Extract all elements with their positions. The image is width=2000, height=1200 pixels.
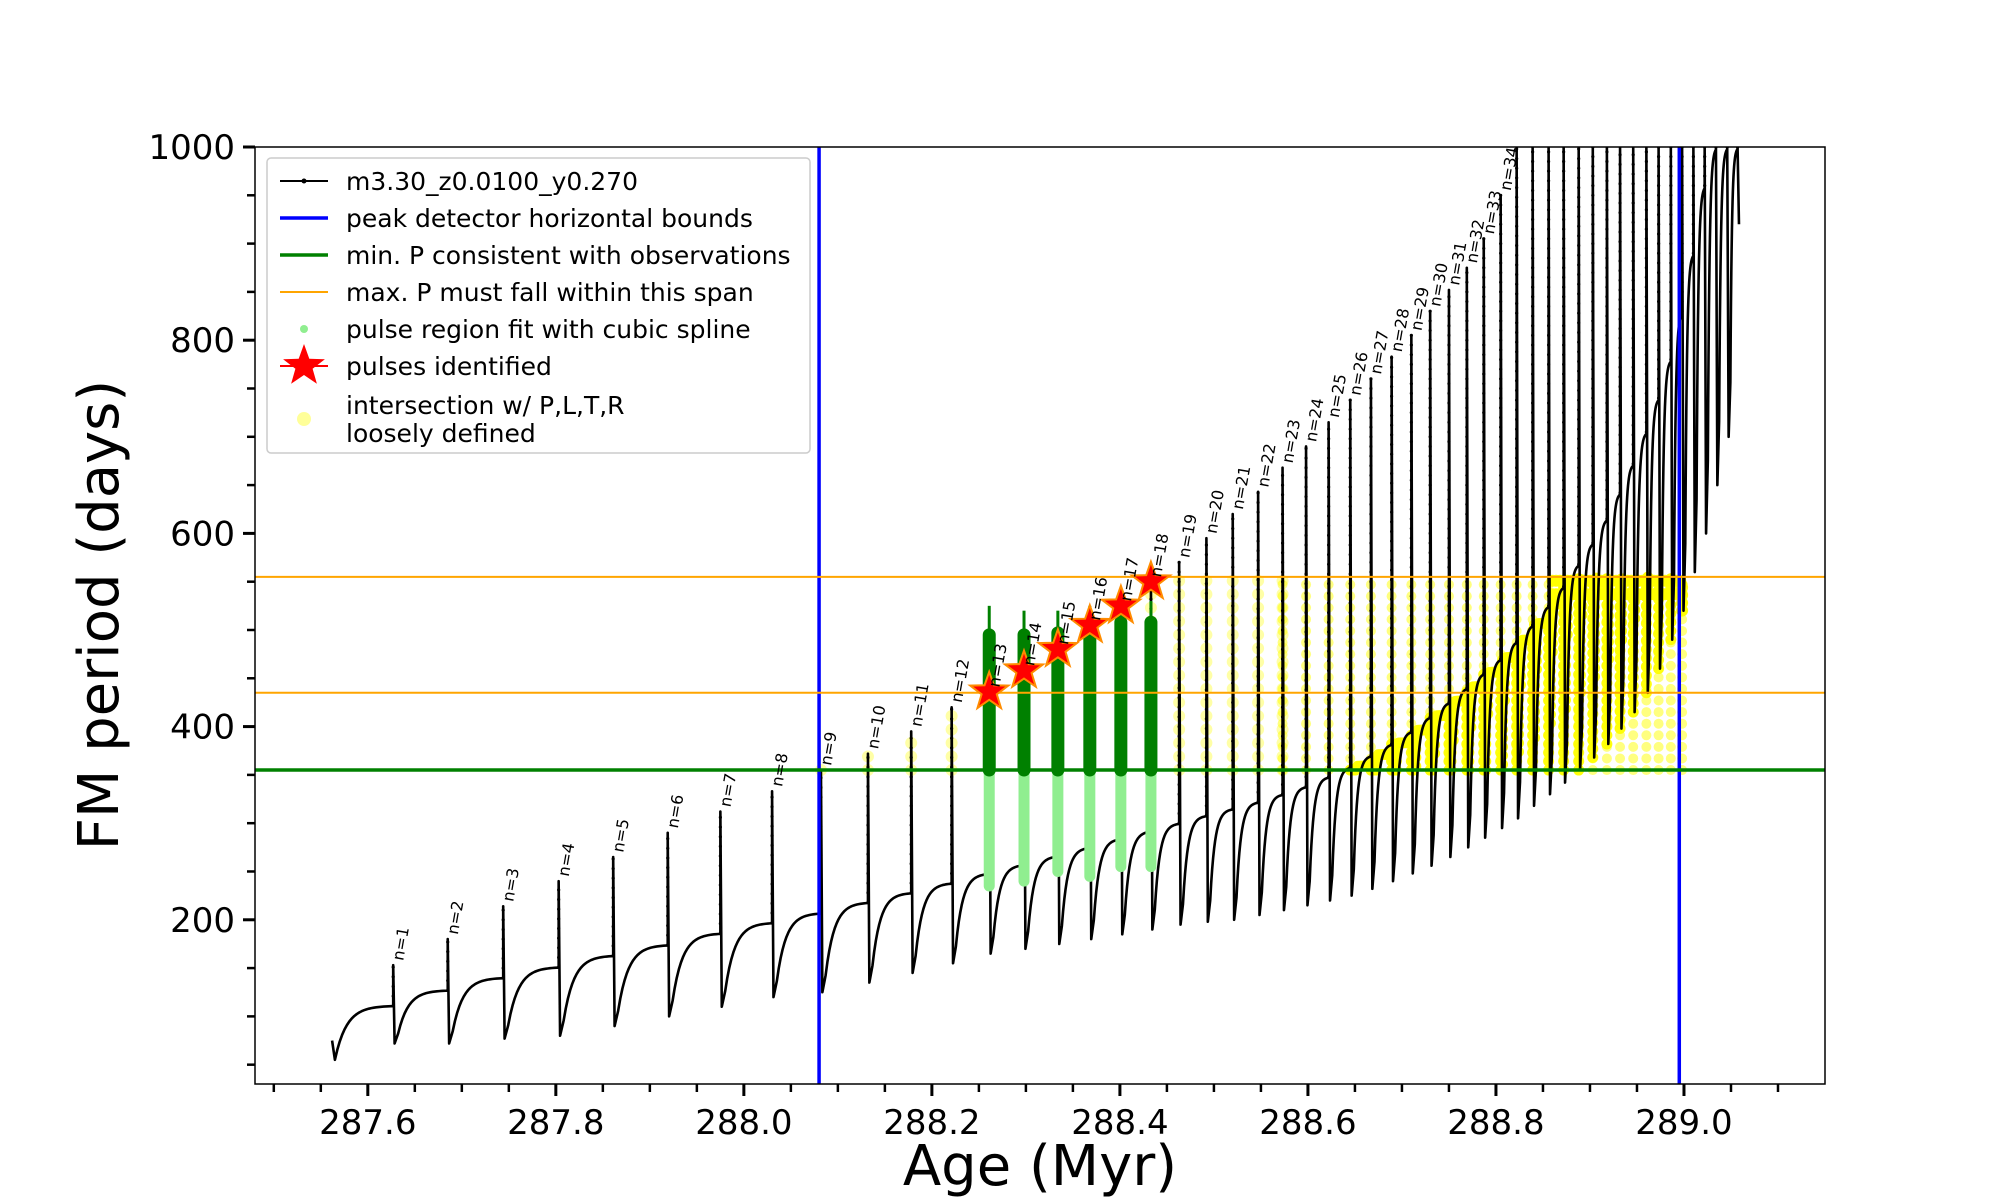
y-tick-label: 800 (170, 321, 235, 361)
intersection-point (1653, 672, 1664, 683)
intersection-point (1653, 718, 1664, 729)
intersection-point (1665, 672, 1676, 683)
intersection-point (1615, 741, 1626, 752)
intersection-point (1653, 695, 1664, 706)
intersection-point (1653, 660, 1664, 671)
intersection-point (1641, 753, 1652, 764)
intersection-point (1665, 753, 1676, 764)
intersection-point (1628, 741, 1639, 752)
intersection-point (1665, 649, 1676, 660)
plot-area: n=1n=2n=3n=4n=5n=6n=7n=8n=9 n=10 n=11n=12 n… (255, 145, 1825, 1084)
intersection-point (1665, 718, 1676, 729)
legend-label: intersection w/ P,L,T,R (346, 391, 625, 420)
intersection-point (1641, 718, 1652, 729)
intersection-point (1615, 730, 1626, 741)
intersection-point (1641, 741, 1652, 752)
intersection-point (1641, 730, 1652, 741)
intersection-point (1653, 753, 1664, 764)
legend-handle-spline (300, 325, 308, 333)
x-axis-title: Age (Myr) (903, 1134, 1177, 1199)
legend-handle-intersection (297, 412, 311, 426)
x-tick-label: 289.0 (1635, 1103, 1732, 1143)
intersection-point (1615, 753, 1626, 764)
intersection-point (1587, 741, 1598, 752)
legend-label: min. P consistent with observations (346, 241, 791, 270)
intersection-point (1653, 683, 1664, 694)
intersection-point (1641, 695, 1652, 706)
intersection-point (1653, 649, 1664, 660)
x-tick-label: 288.0 (695, 1103, 792, 1143)
model-track (330, 147, 1741, 1062)
intersection-point (1665, 637, 1676, 648)
legend-label: m3.30_z0.0100_y0.270 (346, 167, 638, 196)
intersection-point (1665, 614, 1676, 625)
legend-label: pulses identified (346, 352, 552, 381)
intersection-point (1628, 718, 1639, 729)
y-tick-label: 400 (170, 708, 235, 748)
intersection-point (1628, 695, 1639, 706)
intersection-point (1587, 753, 1598, 764)
intersection-point (1665, 695, 1676, 706)
intersection-point (1573, 753, 1584, 764)
plot-marks (255, 147, 1825, 1084)
intersection-point (1665, 730, 1676, 741)
y-tick-label: 600 (170, 514, 235, 554)
intersection-point (1628, 707, 1639, 718)
intersection-point (1641, 707, 1652, 718)
y-tick-label: 1000 (148, 128, 235, 168)
intersection-point (1665, 741, 1676, 752)
x-tick-label: 288.6 (1259, 1103, 1356, 1143)
intersection-point (1665, 625, 1676, 636)
legend-label-line2: loosely defined (346, 419, 536, 448)
intersection-point (1653, 741, 1664, 752)
x-tick-label: 287.8 (507, 1103, 604, 1143)
intersection-point (1665, 683, 1676, 694)
intersection-point (1615, 707, 1626, 718)
intersection-point (1601, 741, 1612, 752)
intersection-point (1615, 718, 1626, 729)
intersection-point (1641, 672, 1652, 683)
x-tick-label: 287.6 (319, 1103, 416, 1143)
intersection-point (1601, 730, 1612, 741)
x-tick-label: 288.8 (1447, 1103, 1544, 1143)
intersection-point (1665, 707, 1676, 718)
legend-label: peak detector horizontal bounds (346, 204, 753, 233)
intersection-point (1653, 730, 1664, 741)
intersection-point (1628, 730, 1639, 741)
intersection-point (1628, 753, 1639, 764)
y-tick-label: 200 (170, 901, 235, 941)
intersection-point (1601, 753, 1612, 764)
intersection-point (1653, 707, 1664, 718)
intersection-point (1665, 660, 1676, 671)
y-axis-title: FM period (days) (67, 380, 132, 850)
legend-handle-dot (301, 178, 307, 184)
legend-label: pulse region fit with cubic spline (346, 315, 751, 344)
legend-label: max. P must fall within this span (346, 278, 754, 307)
